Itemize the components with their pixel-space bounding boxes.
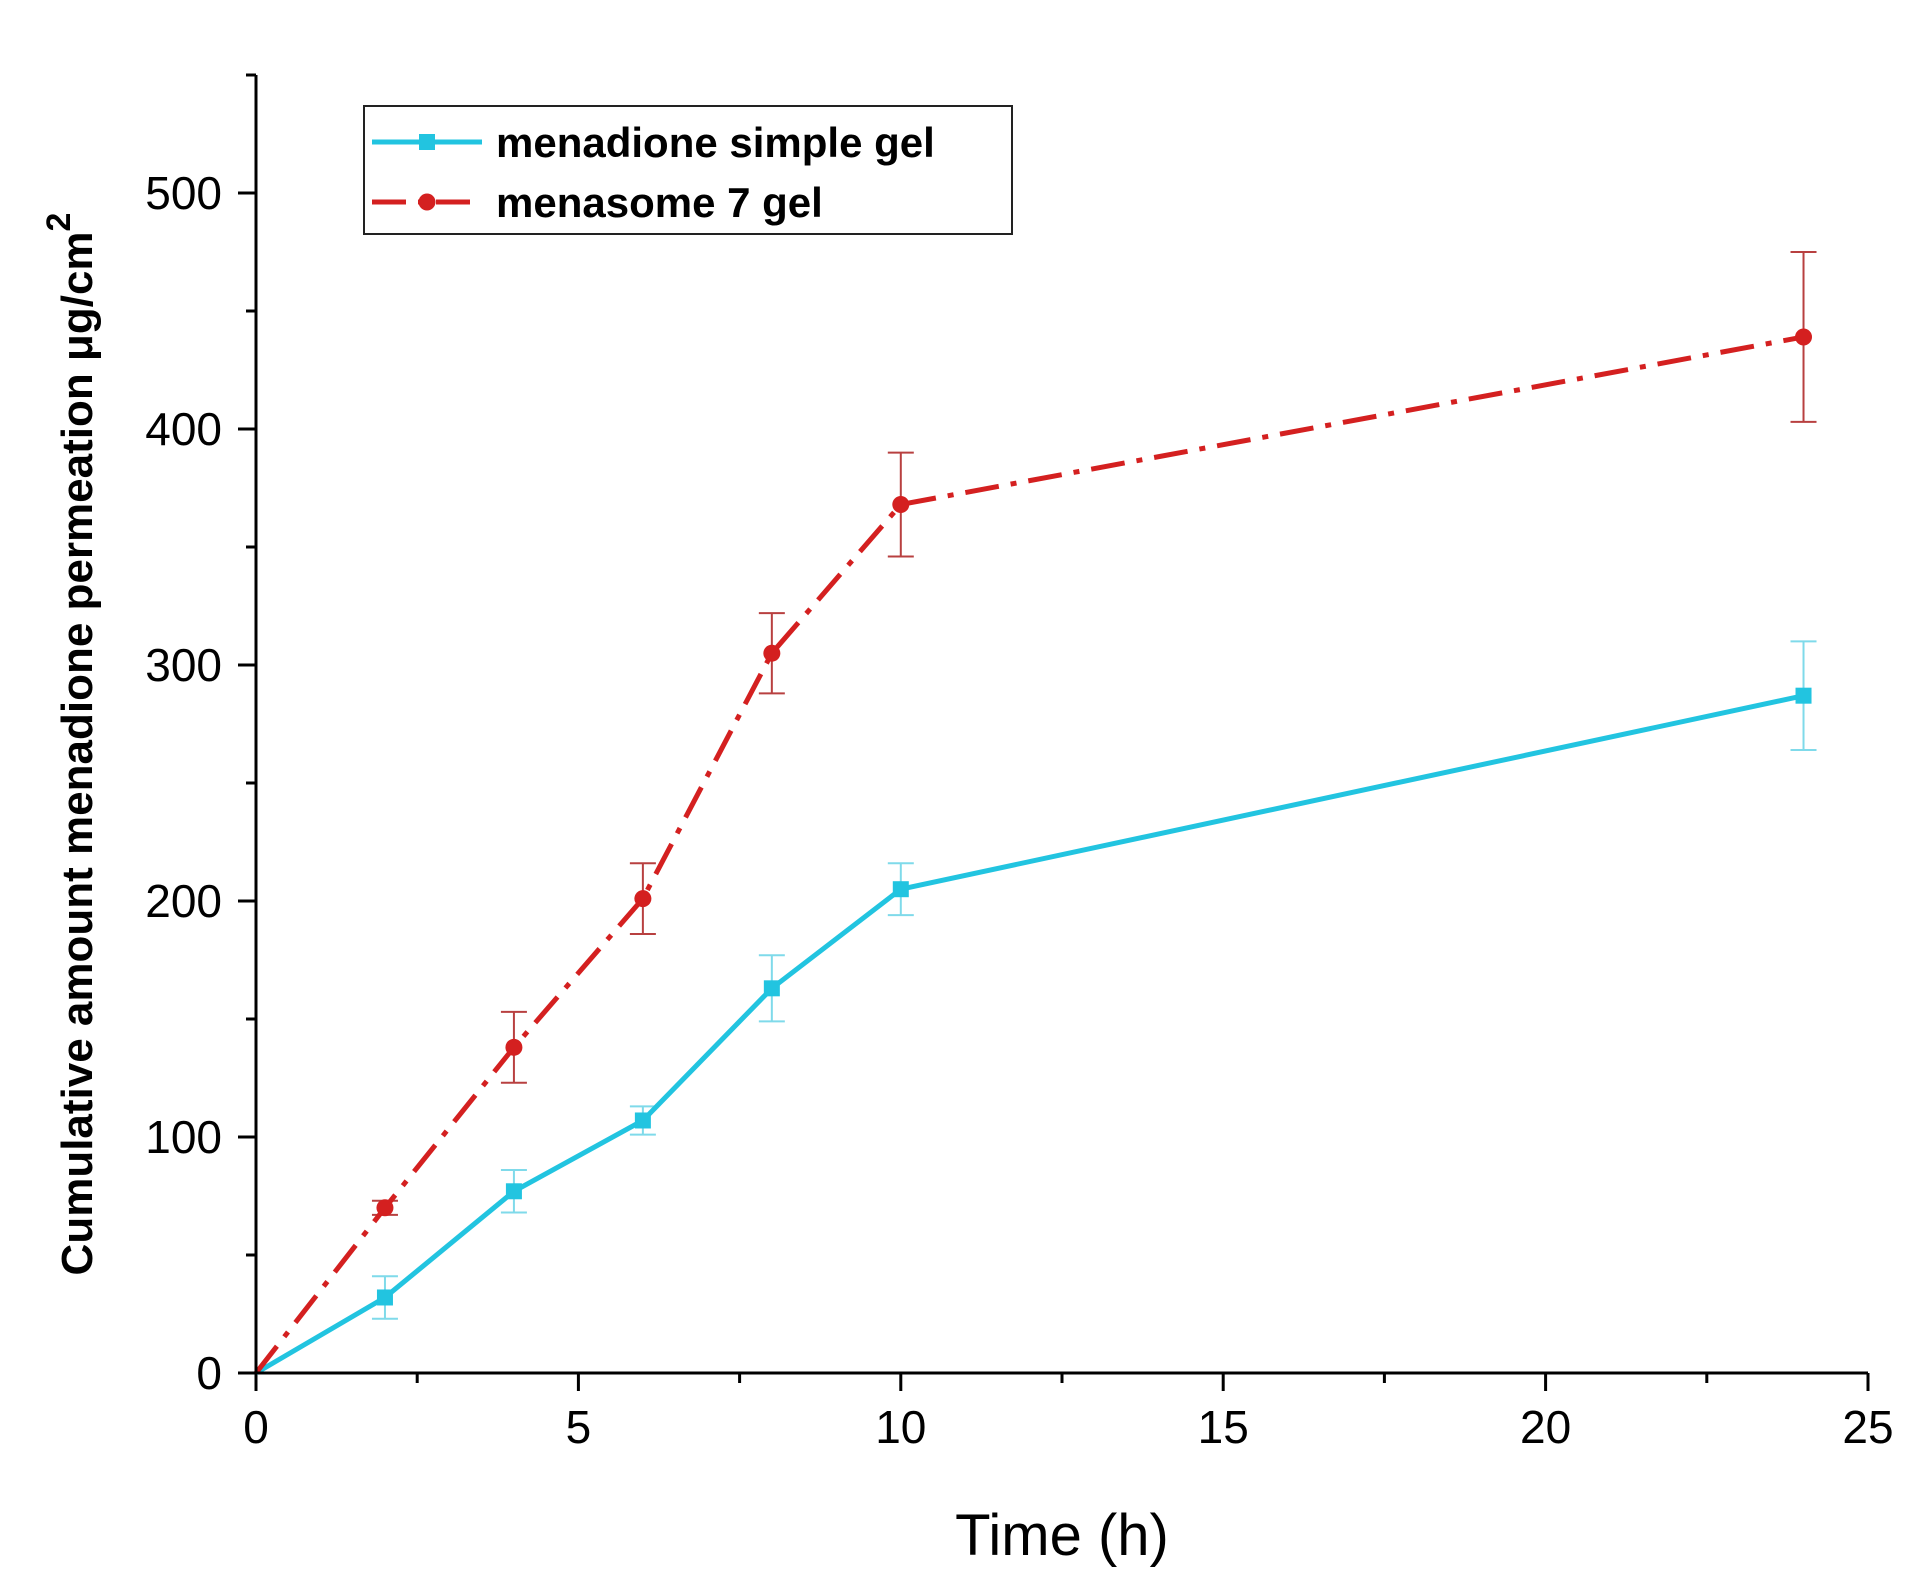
y-tick-label: 300 [145,639,222,691]
y-tick-label: 0 [196,1347,222,1399]
tick-labels: 0 5 10 15 20 25 0 100 200 300 400 500 [145,167,1893,1453]
legend-label: menasome 7 gel [496,179,823,226]
data-point [634,890,652,908]
data-point [505,1183,522,1200]
series-menasome-7-gel [254,251,1817,1375]
data-point [634,1112,651,1129]
x-tick-label: 25 [1842,1401,1893,1453]
legend-label: menadione simple gel [496,119,935,166]
legend-box [363,105,1013,235]
data-point [1795,687,1812,704]
series-menadione-simple-gel [254,640,1817,1376]
data-point [376,1199,394,1217]
y-axis-title: Cumulative amount menadione permeation μ… [40,213,102,1276]
x-tick-label: 15 [1198,1401,1249,1453]
series-line [254,334,1804,1375]
y-tick-label: 200 [145,875,222,927]
axis-ticks [238,73,1870,1391]
y-tick-label: 500 [145,167,222,219]
y-tick-label: 400 [145,403,222,455]
legend-marker-0 [419,134,435,150]
y-axis-title-text: Cumulative amount menadione permeation μ… [53,231,102,1275]
x-axis-title: Time (h) [955,1503,1169,1568]
legend: menadione simple gel menasome 7 gel [363,105,1013,235]
data-point [892,881,909,898]
legend-marker-1 [418,193,436,211]
series-line [254,693,1805,1376]
x-tick-label: 0 [243,1401,269,1453]
data-point [1795,328,1813,346]
data-point [763,980,780,997]
x-tick-label: 20 [1520,1401,1571,1453]
y-axis-title-superscript: 2 [40,213,78,232]
series-layer [254,251,1817,1376]
y-tick-label: 100 [145,1111,222,1163]
x-tick-label: 5 [566,1401,592,1453]
data-point [505,1038,523,1056]
data-point [892,496,910,514]
axes [254,75,1868,1375]
data-point [763,644,781,662]
data-point [376,1289,393,1306]
x-tick-label: 10 [875,1401,926,1453]
